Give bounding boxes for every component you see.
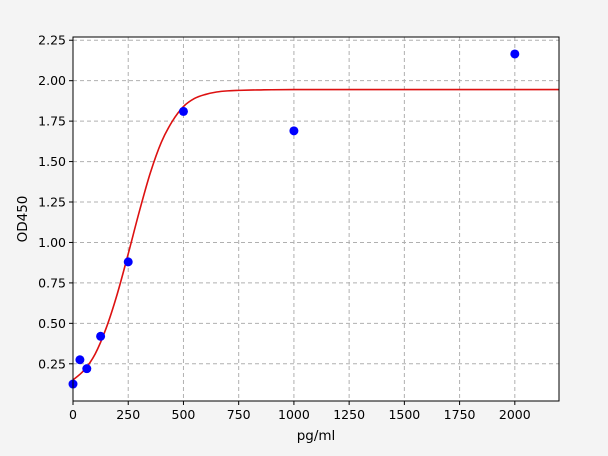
data-point [75,355,85,365]
plot-frame [72,36,560,402]
x-tick-label: 1750 [444,407,476,422]
x-tick-label: 750 [227,407,251,422]
x-tick-label: 1500 [388,407,420,422]
y-tick-label: 1.25 [38,195,66,210]
x-tick-label: 2000 [499,407,531,422]
y-axis-ticks: 0.25 0.50 0.75 1.00 1.25 1.50 1.75 2.00 2.25 [38,33,73,371]
y-tick-label: 0.25 [38,356,66,371]
y-axis-label: OD450 [15,196,31,243]
x-tick-label: 1000 [278,407,310,422]
x-tick-label: 500 [172,407,196,422]
data-point [178,106,188,116]
x-tick-label: 0 [69,407,77,422]
y-tick-label: 1.75 [38,114,66,129]
x-tick-label: 1250 [333,407,365,422]
y-tick-label: 0.50 [38,316,66,331]
data-point [123,257,133,267]
data-point [510,49,520,59]
x-axis-label: pg/ml [297,428,336,444]
data-point [82,364,92,374]
y-tick-label: 2.00 [38,73,66,88]
x-axis-ticks: 0 250 500 750 1000 1250 1500 1750 2000 [69,401,531,422]
y-tick-label: 1.00 [38,235,66,250]
data-point [289,126,299,136]
y-tick-label: 0.75 [38,275,66,290]
plot-area [73,37,559,401]
data-point [96,331,106,341]
x-tick-label: 250 [116,407,140,422]
y-tick-label: 1.50 [38,154,66,169]
fit-curve-line [72,88,559,381]
y-tick-label: 2.25 [38,33,66,48]
fit-curve-layer [72,88,559,381]
